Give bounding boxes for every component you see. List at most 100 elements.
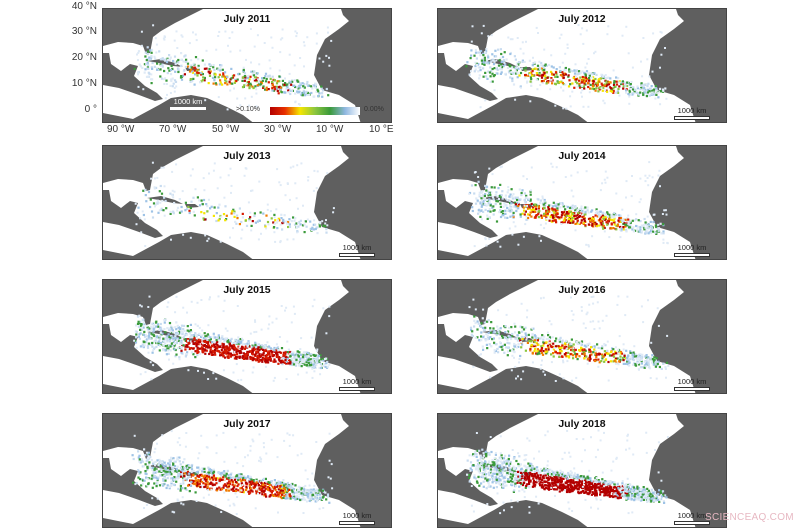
sargassum-density <box>465 24 668 110</box>
map-canvas <box>438 414 726 527</box>
panel-title: July 2016 <box>558 284 606 296</box>
scale-bar: 1000 km <box>674 377 710 391</box>
land-mass <box>103 232 253 259</box>
land-mass <box>438 500 588 527</box>
scale-line <box>674 387 710 391</box>
scale-label: 1000 km <box>677 243 707 252</box>
scale-label: 1000 km <box>677 106 707 115</box>
land-mass <box>147 59 183 67</box>
colorbar <box>270 107 360 115</box>
panel-title: July 2013 <box>223 150 271 162</box>
sargassum-density <box>131 430 334 515</box>
land-mass <box>147 330 183 338</box>
land-mass <box>438 458 498 506</box>
land-mass <box>103 280 203 325</box>
map-canvas <box>103 414 391 527</box>
sargassum-density <box>134 161 335 247</box>
land-mass <box>103 414 203 459</box>
scale-label: 1000 km <box>342 377 372 386</box>
legend-max-label: >0.10% <box>236 106 260 113</box>
land-mass <box>438 366 588 393</box>
scale-label: 1000 km <box>173 97 203 106</box>
sargassum-density <box>133 295 331 382</box>
scale-label: 1000 km <box>342 511 372 520</box>
sargassum-density <box>468 161 669 248</box>
map-panel: July 2015 1000 km <box>102 279 392 394</box>
land-mass <box>103 500 253 527</box>
land-mass <box>103 9 203 54</box>
map-canvas <box>438 146 726 259</box>
map-panel: July 2017 1000 km <box>102 413 392 528</box>
lon-tick-label: 70 °W <box>159 124 187 135</box>
lat-tick-label: 40 °N <box>71 1 97 12</box>
scale-bar: 1000 km <box>339 511 375 525</box>
land-mass <box>649 280 726 393</box>
color-legend: >0.10% 0.00% <box>236 106 396 118</box>
scale-line <box>339 253 375 257</box>
legend-min-label: 0.00% <box>364 106 384 113</box>
scale-bar: 1000 km <box>674 243 710 257</box>
panel-title: July 2017 <box>223 418 271 430</box>
scale-label: 1000 km <box>677 511 707 520</box>
scale-line <box>674 253 710 257</box>
land-mass <box>438 414 538 459</box>
map-panel: July 2018 1000 km <box>437 413 727 528</box>
scale-line <box>674 116 710 120</box>
land-mass <box>314 414 391 527</box>
map-panel: July 2011 1000 km <box>102 8 392 123</box>
map-panel: July 2013 1000 km <box>102 145 392 260</box>
map-canvas <box>103 146 391 259</box>
scale-line <box>339 521 375 525</box>
scale-bar: 1000 km <box>339 243 375 257</box>
land-mass <box>103 366 253 393</box>
map-canvas <box>438 280 726 393</box>
land-mass <box>103 324 163 372</box>
scale-label: 1000 km <box>342 243 372 252</box>
land-mass <box>438 324 498 372</box>
lon-tick-label: 30 °W <box>264 124 292 135</box>
land-mass <box>649 146 726 259</box>
land-mass <box>438 232 588 259</box>
land-mass <box>649 9 726 122</box>
map-panel: July 2016 1000 km <box>437 279 727 394</box>
scale-bar: 1000 km <box>674 106 710 120</box>
scale-label: 1000 km <box>677 377 707 386</box>
sargassum-density <box>468 295 670 382</box>
land-mass <box>438 95 588 122</box>
map-canvas <box>438 9 726 122</box>
lat-tick-label: 0 ° <box>84 104 97 115</box>
scale-bar: 1000 km <box>339 377 375 391</box>
land-mass <box>103 190 163 238</box>
land-mass <box>649 414 726 527</box>
scale-bar: 1000 km <box>674 511 710 525</box>
scale-bar: 1000 km <box>170 97 206 110</box>
lat-tick-label: 30 °N <box>71 26 97 37</box>
land-mass <box>438 190 498 238</box>
lon-tick-label: 10 °E <box>369 124 394 135</box>
panel-title: July 2011 <box>223 13 271 25</box>
sargassum-density <box>466 429 669 515</box>
land-mass <box>314 9 391 122</box>
lat-tick-label: 20 °N <box>71 52 97 63</box>
map-panel: July 2012 1000 km <box>437 8 727 123</box>
map-canvas <box>103 280 391 393</box>
lon-tick-label: 90 °W <box>107 124 135 135</box>
panel-title: July 2012 <box>558 13 606 25</box>
scale-line <box>170 107 206 110</box>
land-mass <box>438 9 538 54</box>
land-mass <box>438 53 498 101</box>
land-mass <box>438 146 538 191</box>
land-mass <box>314 146 391 259</box>
lat-tick-label: 10 °N <box>71 78 97 89</box>
scale-line <box>339 387 375 391</box>
map-panel: July 2014 1000 km <box>437 145 727 260</box>
panel-title: July 2014 <box>558 150 606 162</box>
land-mass <box>103 146 203 191</box>
panel-title: July 2015 <box>223 284 271 296</box>
scale-line <box>674 521 710 525</box>
watermark: SCIENCEAQ.COM <box>705 512 794 523</box>
sargassum-density <box>133 24 333 111</box>
lon-tick-label: 50 °W <box>212 124 240 135</box>
land-mass <box>103 53 163 101</box>
land-mass <box>314 280 391 393</box>
